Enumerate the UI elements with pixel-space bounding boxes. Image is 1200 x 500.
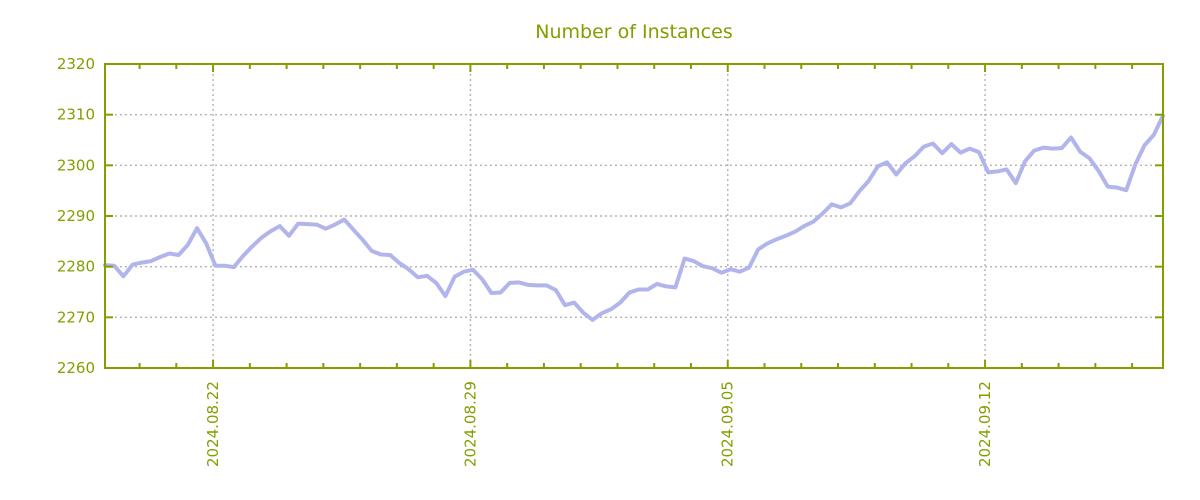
axis-labels-layer: 2260 2270 2280 2290 2300 2310 2320 2024.08.22 20… <box>57 55 994 467</box>
x-tick-label: 2024.09.05 <box>719 381 737 467</box>
axes-layer <box>104 63 1164 369</box>
x-tick-label: 2024.08.29 <box>461 381 479 467</box>
gridlines-layer <box>105 64 1163 369</box>
y-tick-label: 2310 <box>57 106 95 124</box>
series-layer <box>103 113 1165 322</box>
x-tick-label: 2024.09.12 <box>976 381 994 467</box>
y-tick-label: 2320 <box>57 55 95 73</box>
axis-frame <box>104 63 1164 369</box>
y-tick-label: 2270 <box>57 308 95 326</box>
y-tick-label: 2260 <box>57 359 95 377</box>
x-tick-label: 2024.08.22 <box>204 381 222 467</box>
series-line <box>103 113 1165 322</box>
y-tick-label: 2290 <box>57 207 95 225</box>
chart-title: Number of Instances <box>535 21 732 43</box>
y-tick-label: 2300 <box>57 156 95 174</box>
y-tick-label: 2280 <box>57 258 95 276</box>
